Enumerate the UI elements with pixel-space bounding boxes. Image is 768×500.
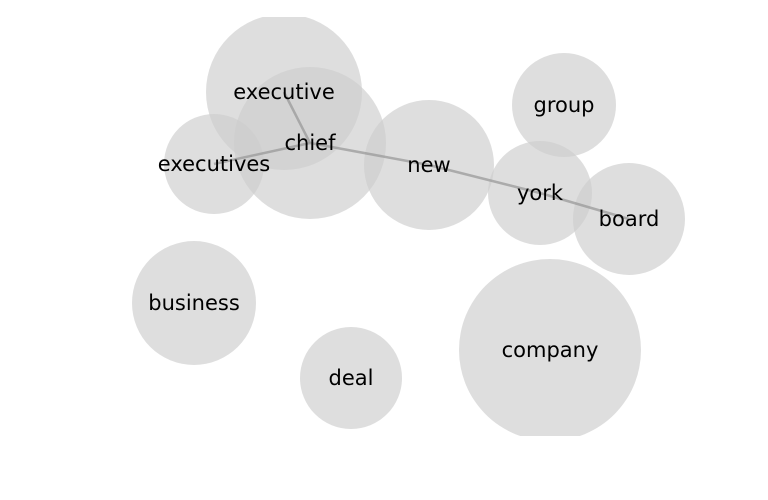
edges-layer (213, 91, 630, 221)
node-label-executives: executives (158, 152, 270, 176)
node-label-executive: executive (233, 80, 335, 104)
node-circle-group (512, 53, 616, 157)
node-circle-business (132, 241, 256, 365)
node-circle-deal (300, 327, 402, 429)
node-label-company: company (502, 338, 599, 362)
node-label-deal: deal (329, 366, 374, 390)
edge-executive-chief (282, 91, 312, 144)
edge-york-board (539, 191, 630, 221)
node-label-board: board (599, 207, 660, 231)
edge-chief-new (309, 141, 430, 167)
node-circle-company (459, 259, 641, 436)
node-label-group: group (534, 93, 595, 117)
edge-executives-chief (213, 141, 311, 166)
node-label-york: york (517, 181, 564, 205)
node-label-new: new (407, 153, 450, 177)
node-label-business: business (148, 291, 240, 315)
node-label-chief: chief (284, 131, 336, 155)
edge-new-york (428, 163, 541, 195)
labels-layer: executive chief executives new group york boar… (148, 80, 659, 390)
plot-area: executive chief executives new group york boar… (132, 17, 685, 436)
